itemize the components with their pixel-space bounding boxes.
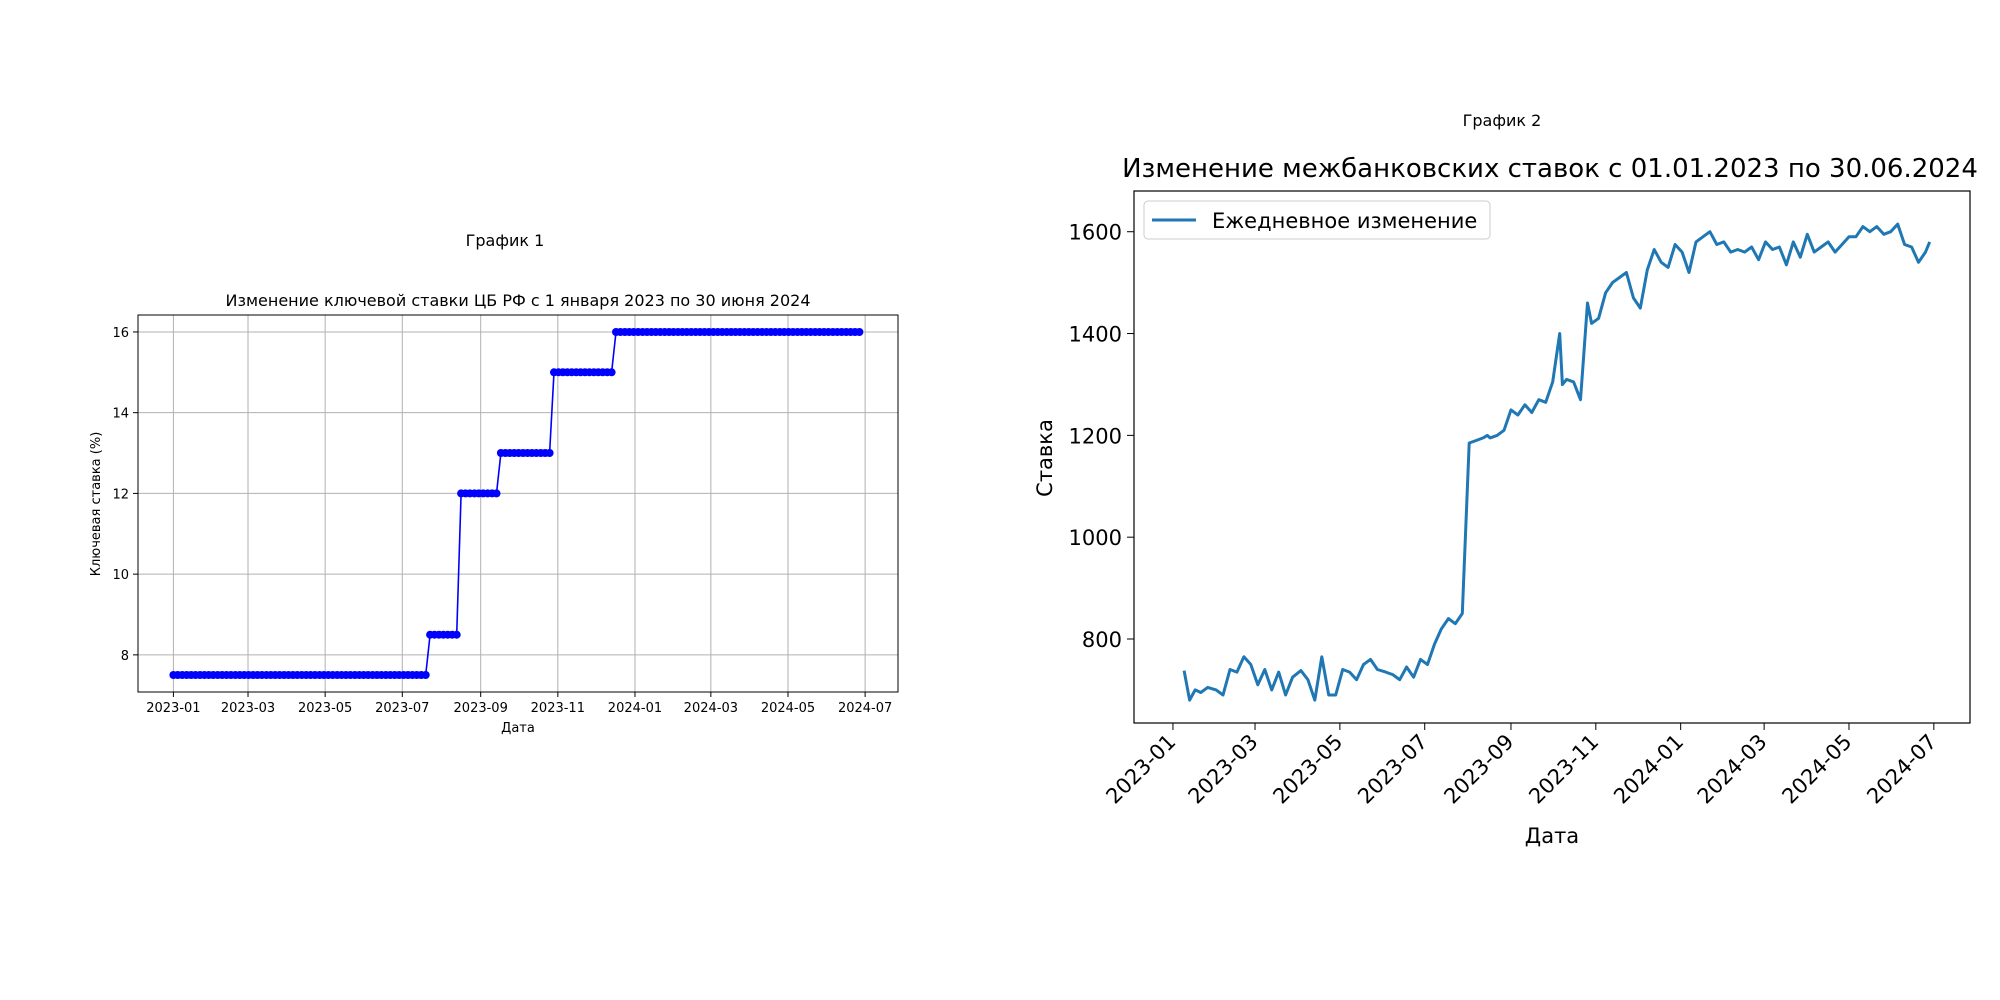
chart-1-data-point: [492, 489, 501, 498]
chart-2-series: [1182, 222, 1932, 702]
chart-1-x-tick-label: 2023-07: [375, 701, 429, 716]
chart-1-y-tick-label: 8: [121, 649, 129, 664]
chart-2-y-tick-label: 1600: [1069, 221, 1122, 245]
chart-1-series-line: [173, 331, 860, 676]
chart-1-y-tick-label: 10: [112, 568, 129, 583]
chart-1-y-label: Ключевая ставка (%): [89, 432, 104, 577]
chart-1-data-point: [421, 671, 430, 679]
chart-1-x-tick-label: 2023-11: [531, 701, 585, 716]
chart-2-legend-label: Ежедневное изменение: [1212, 209, 1477, 233]
chart-1-caption: График 1: [466, 231, 545, 250]
chart-1-plot-frame: [137, 314, 899, 693]
chart-1-grid: [138, 315, 898, 692]
chart-1-data-point: [545, 449, 554, 457]
chart-2-caption: График 2: [1463, 111, 1542, 130]
chart-1-series: [169, 328, 864, 679]
chart-2-x-tick-label: 2023-11: [1524, 730, 1603, 809]
chart-2-x-tick-label: 2023-03: [1184, 730, 1263, 809]
chart-2-legend-box: [1143, 200, 1491, 240]
chart-2-x-tick-label: 2024-05: [1777, 730, 1856, 809]
chart-1-x-tick-label: 2023-05: [298, 701, 352, 716]
chart-2-legend: Ежедневное изменение: [1143, 200, 1491, 240]
chart-2-y-tick-label: 1400: [1069, 323, 1122, 347]
chart-1-x-tick-label: 2023-09: [454, 701, 508, 716]
chart-2-x-tick-label: 2023-07: [1353, 730, 1432, 809]
chart-1-data-point: [855, 328, 864, 336]
chart-2-x-ticks: 2023-01 2023-03 2023-05 2023-07 2023-09 2023-…: [1101, 723, 1941, 809]
chart-1-y-tick-label: 12: [112, 487, 129, 502]
chart-1-data-point: [607, 368, 616, 377]
chart-2-y-ticks: 800 1000 1200 1400 1600: [1069, 221, 1134, 652]
chart-1-title: Изменение ключевой ставки ЦБ РФ с 1 янва…: [225, 291, 810, 310]
chart-2-x-label: Дата: [1525, 824, 1579, 848]
chart-1-y-ticks: 8 10 12 14 16: [112, 326, 138, 664]
chart-1-x-tick-label: 2024-03: [684, 701, 738, 716]
chart-2-x-tick-label: 2023-01: [1101, 730, 1180, 809]
chart-1-x-tick-label: 2024-01: [608, 701, 662, 716]
chart-1-x-tick-label: 2023-01: [146, 701, 200, 716]
chart-1-y-tick-label: 14: [112, 407, 129, 422]
chart-2-y-tick-label: 800: [1082, 628, 1122, 652]
chart-2-title: Изменение межбанковских ставок с 01.01.2…: [1122, 154, 1978, 184]
chart-2-x-tick-label: 2023-05: [1268, 730, 1347, 809]
chart-1-data-point: [452, 630, 461, 639]
chart-1-x-tick-label: 2024-05: [761, 701, 815, 716]
chart-2-plot-frame: [1133, 190, 1971, 724]
chart-2-y-tick-label: 1000: [1069, 526, 1122, 550]
chart-2: График 2 Изменение межбанковских ставок …: [1033, 111, 1978, 848]
chart-1-x-tick-label: 2024-07: [838, 701, 892, 716]
chart-2-x-tick-label: 2024-07: [1862, 730, 1941, 809]
chart-2-y-tick-label: 1200: [1069, 424, 1122, 448]
chart-1-x-label: Дата: [501, 721, 535, 736]
chart-2-x-tick-label: 2024-03: [1693, 730, 1772, 809]
chart-1-y-tick-label: 16: [112, 326, 129, 341]
chart-2-y-label: Ставка: [1033, 419, 1057, 497]
chart-2-x-tick-label: 2023-09: [1439, 730, 1518, 809]
chart-2-x-tick-label: 2024-01: [1609, 730, 1688, 809]
chart-1-x-tick-label: 2023-03: [221, 701, 275, 716]
chart-1-x-ticks: 2023-01 2023-03 2023-05 2023-07 2023-09 2023-…: [146, 692, 892, 716]
chart-2-series-line: [1182, 222, 1932, 702]
chart-1: График 1 Изменение ключевой ставки ЦБ РФ…: [89, 231, 899, 736]
